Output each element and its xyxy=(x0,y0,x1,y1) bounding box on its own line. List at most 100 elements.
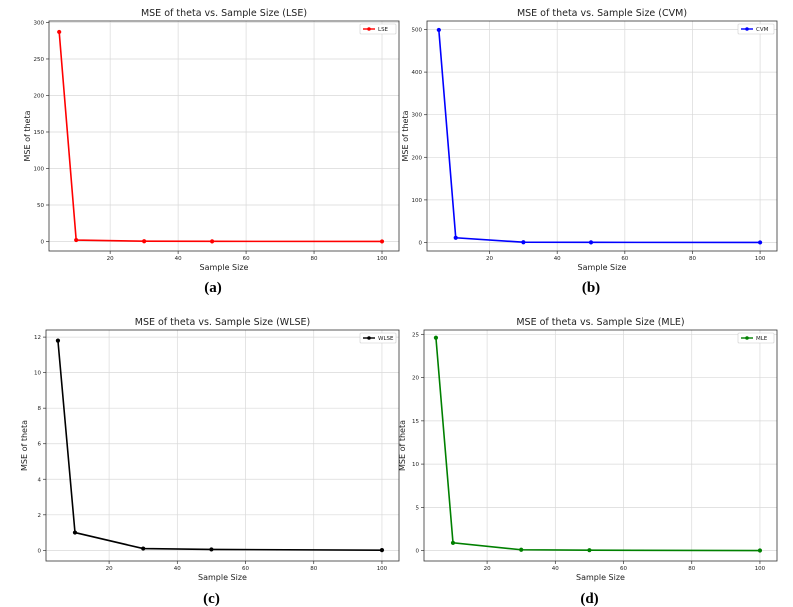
legend-label: LSE xyxy=(378,27,389,33)
x-tick-label: 60 xyxy=(242,566,249,572)
data-point xyxy=(379,239,385,244)
data-point xyxy=(210,239,215,244)
series-line xyxy=(58,31,383,243)
data-point xyxy=(588,240,594,245)
data-point xyxy=(757,548,763,553)
x-tick-label: 80 xyxy=(688,566,695,572)
x-tick-label: 40 xyxy=(174,566,181,572)
panel-caption: (b) xyxy=(582,280,600,296)
y-tick-label: 200 xyxy=(34,93,45,99)
y-tick-label: 250 xyxy=(34,57,45,63)
x-tick-label: 100 xyxy=(755,566,766,572)
series-line xyxy=(438,29,761,244)
y-tick-label: 0 xyxy=(41,240,45,246)
legend-box xyxy=(359,23,397,35)
x-tick-label: 60 xyxy=(620,566,627,572)
y-tick-label: 8 xyxy=(38,406,42,412)
x-tick-label: 80 xyxy=(311,256,318,262)
y-tick-label: 100 xyxy=(34,166,45,172)
series-line xyxy=(57,340,382,551)
y-tick-label: 2 xyxy=(38,513,42,519)
legend: LSE xyxy=(359,23,397,35)
x-tick-label: 40 xyxy=(175,256,182,262)
legend: WLSE xyxy=(359,332,397,344)
data-point xyxy=(74,237,79,243)
data-point xyxy=(57,29,62,35)
x-tick-label: 100 xyxy=(755,256,766,262)
x-tick-label: 20 xyxy=(484,566,491,572)
chart-panel: 20 40 60 80 100 0 100 200 300 400 500 MSE of theta … xyxy=(401,8,778,296)
data-point xyxy=(521,240,526,245)
x-tick-label: 80 xyxy=(689,256,696,262)
data-point xyxy=(587,548,592,553)
chart-panel: 20 40 60 80 100 0 2 4 6 8 10 12 MSE of theta vs. Sam… xyxy=(20,317,400,607)
y-tick-label: 0 xyxy=(38,548,42,554)
panel-caption: (c) xyxy=(203,591,220,607)
y-tick-label: 0 xyxy=(419,240,423,246)
panel-caption: (d) xyxy=(580,591,598,607)
legend-label: WLSE xyxy=(378,336,394,342)
y-axis-label: MSE of theta xyxy=(398,420,407,471)
plot-frame xyxy=(48,20,400,252)
series-line xyxy=(435,337,760,552)
y-tick-label: 15 xyxy=(412,419,419,425)
chart-title: MSE of theta vs. Sample Size (WLSE) xyxy=(135,317,311,328)
data-point xyxy=(519,547,524,552)
x-tick-label: 100 xyxy=(377,566,388,572)
chart-title: MSE of theta vs. Sample Size (CVM) xyxy=(517,8,687,19)
legend: CVM xyxy=(737,23,775,35)
y-tick-label: 12 xyxy=(34,335,41,341)
data-point xyxy=(433,335,439,340)
y-tick-label: 50 xyxy=(37,203,44,209)
x-axis-label: Sample Size xyxy=(576,573,625,582)
data-point xyxy=(72,530,78,535)
data-point xyxy=(141,546,146,551)
y-tick-label: 10 xyxy=(412,462,419,468)
data-point xyxy=(757,240,763,245)
x-tick-label: 40 xyxy=(554,256,561,262)
x-tick-label: 40 xyxy=(552,566,559,572)
x-axis-label: Sample Size xyxy=(578,263,627,272)
y-tick-label: 300 xyxy=(34,20,45,26)
y-axis-label: MSE of theta xyxy=(401,110,410,161)
legend-marker xyxy=(367,27,371,31)
y-tick-label: 150 xyxy=(34,130,45,136)
data-point xyxy=(55,338,61,343)
legend-box xyxy=(359,332,397,344)
y-tick-label: 4 xyxy=(38,477,42,483)
data-point xyxy=(142,239,147,244)
y-tick-label: 100 xyxy=(412,198,423,204)
y-tick-label: 20 xyxy=(412,376,419,382)
legend-marker xyxy=(745,27,749,31)
data-point xyxy=(209,547,214,552)
x-axis-label: Sample Size xyxy=(200,263,249,272)
x-tick-label: 80 xyxy=(310,566,317,572)
y-tick-label: 10 xyxy=(34,371,41,377)
y-tick-label: 500 xyxy=(412,28,423,34)
legend: MLE xyxy=(737,332,775,344)
x-tick-label: 60 xyxy=(621,256,628,262)
legend-label: MLE xyxy=(756,336,768,342)
y-tick-label: 6 xyxy=(38,442,42,448)
data-point xyxy=(436,27,441,33)
legend-marker xyxy=(745,336,749,340)
plot-frame xyxy=(426,20,778,252)
plot-frame xyxy=(45,329,400,562)
chart-title: MSE of theta vs. Sample Size (MLE) xyxy=(516,317,684,328)
data-point xyxy=(453,235,458,240)
x-tick-label: 20 xyxy=(486,256,493,262)
plot-frame xyxy=(423,329,778,562)
chart-panel: 20 40 60 80 100 0 5 10 15 20 25 MSE of theta vs. Sa… xyxy=(398,317,778,607)
legend-box xyxy=(737,332,775,344)
legend-label: CVM xyxy=(756,27,769,33)
y-tick-label: 400 xyxy=(412,70,423,76)
y-tick-label: 200 xyxy=(412,155,423,161)
chart-panel: 20 40 60 80 100 0 50 100 150 200 250 300 MSE of thet… xyxy=(23,8,400,296)
y-tick-label: 5 xyxy=(416,505,420,511)
x-axis-label: Sample Size xyxy=(198,573,247,582)
y-tick-label: 0 xyxy=(416,549,420,555)
y-axis-label: MSE of theta xyxy=(23,110,32,161)
chart-title: MSE of theta vs. Sample Size (LSE) xyxy=(141,8,307,19)
data-point xyxy=(450,540,456,545)
